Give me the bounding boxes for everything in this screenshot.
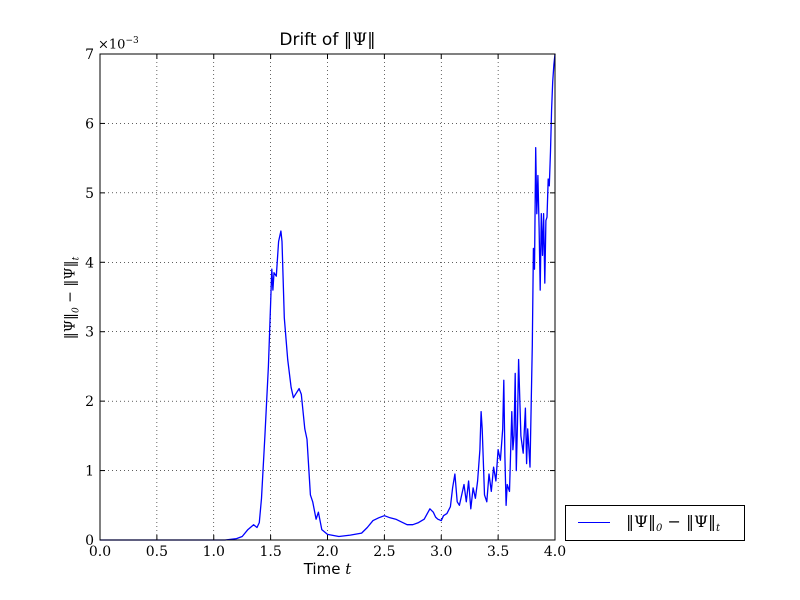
series-layer	[100, 53, 556, 541]
x-tick-label: 2.5	[373, 544, 395, 560]
grid-lines	[100, 54, 555, 540]
y-axis-label: ‖Ψ‖0 − ‖Ψ‖t	[62, 256, 82, 340]
x-tick-label: 1.0	[203, 544, 225, 560]
y-axis-multiplier: ×10−3	[98, 36, 139, 53]
y-tick-labels: 0 1 2 3 4 5 6 7	[85, 47, 94, 549]
y-tick-label: 6	[85, 116, 94, 132]
y-tick-label: 4	[85, 255, 94, 271]
y-tick-label: 0	[85, 533, 94, 549]
axis-ticks	[99, 53, 556, 541]
y-tick-label: 2	[85, 394, 94, 410]
y-tick-label: 1	[85, 464, 94, 480]
x-tick-label: 2.0	[316, 544, 338, 560]
y-tick-label: 5	[85, 186, 94, 202]
chart-title: Drift of ‖Ψ‖	[279, 30, 376, 50]
x-tick-label: 4.0	[544, 544, 566, 560]
y-tick-label: 7	[85, 47, 94, 63]
x-tick-labels: 0.0 0.5 1.0 1.5 2.0 2.5 3.0 3.5 4.0	[89, 544, 566, 560]
y-tick-label: 3	[85, 325, 94, 341]
x-tick-label: 0.5	[146, 544, 168, 560]
legend-line-swatch	[578, 522, 610, 523]
x-axis-label: Time t	[303, 560, 352, 578]
x-tick-label: 1.5	[259, 544, 281, 560]
legend-label: ‖Ψ‖0 − ‖Ψ‖t	[626, 512, 721, 535]
x-tick-label: 3.5	[487, 544, 509, 560]
x-tick-label: 0.0	[89, 544, 111, 560]
x-tick-label: 3.0	[430, 544, 452, 560]
legend: ‖Ψ‖0 − ‖Ψ‖t	[565, 505, 745, 541]
series-line-0	[100, 53, 556, 541]
